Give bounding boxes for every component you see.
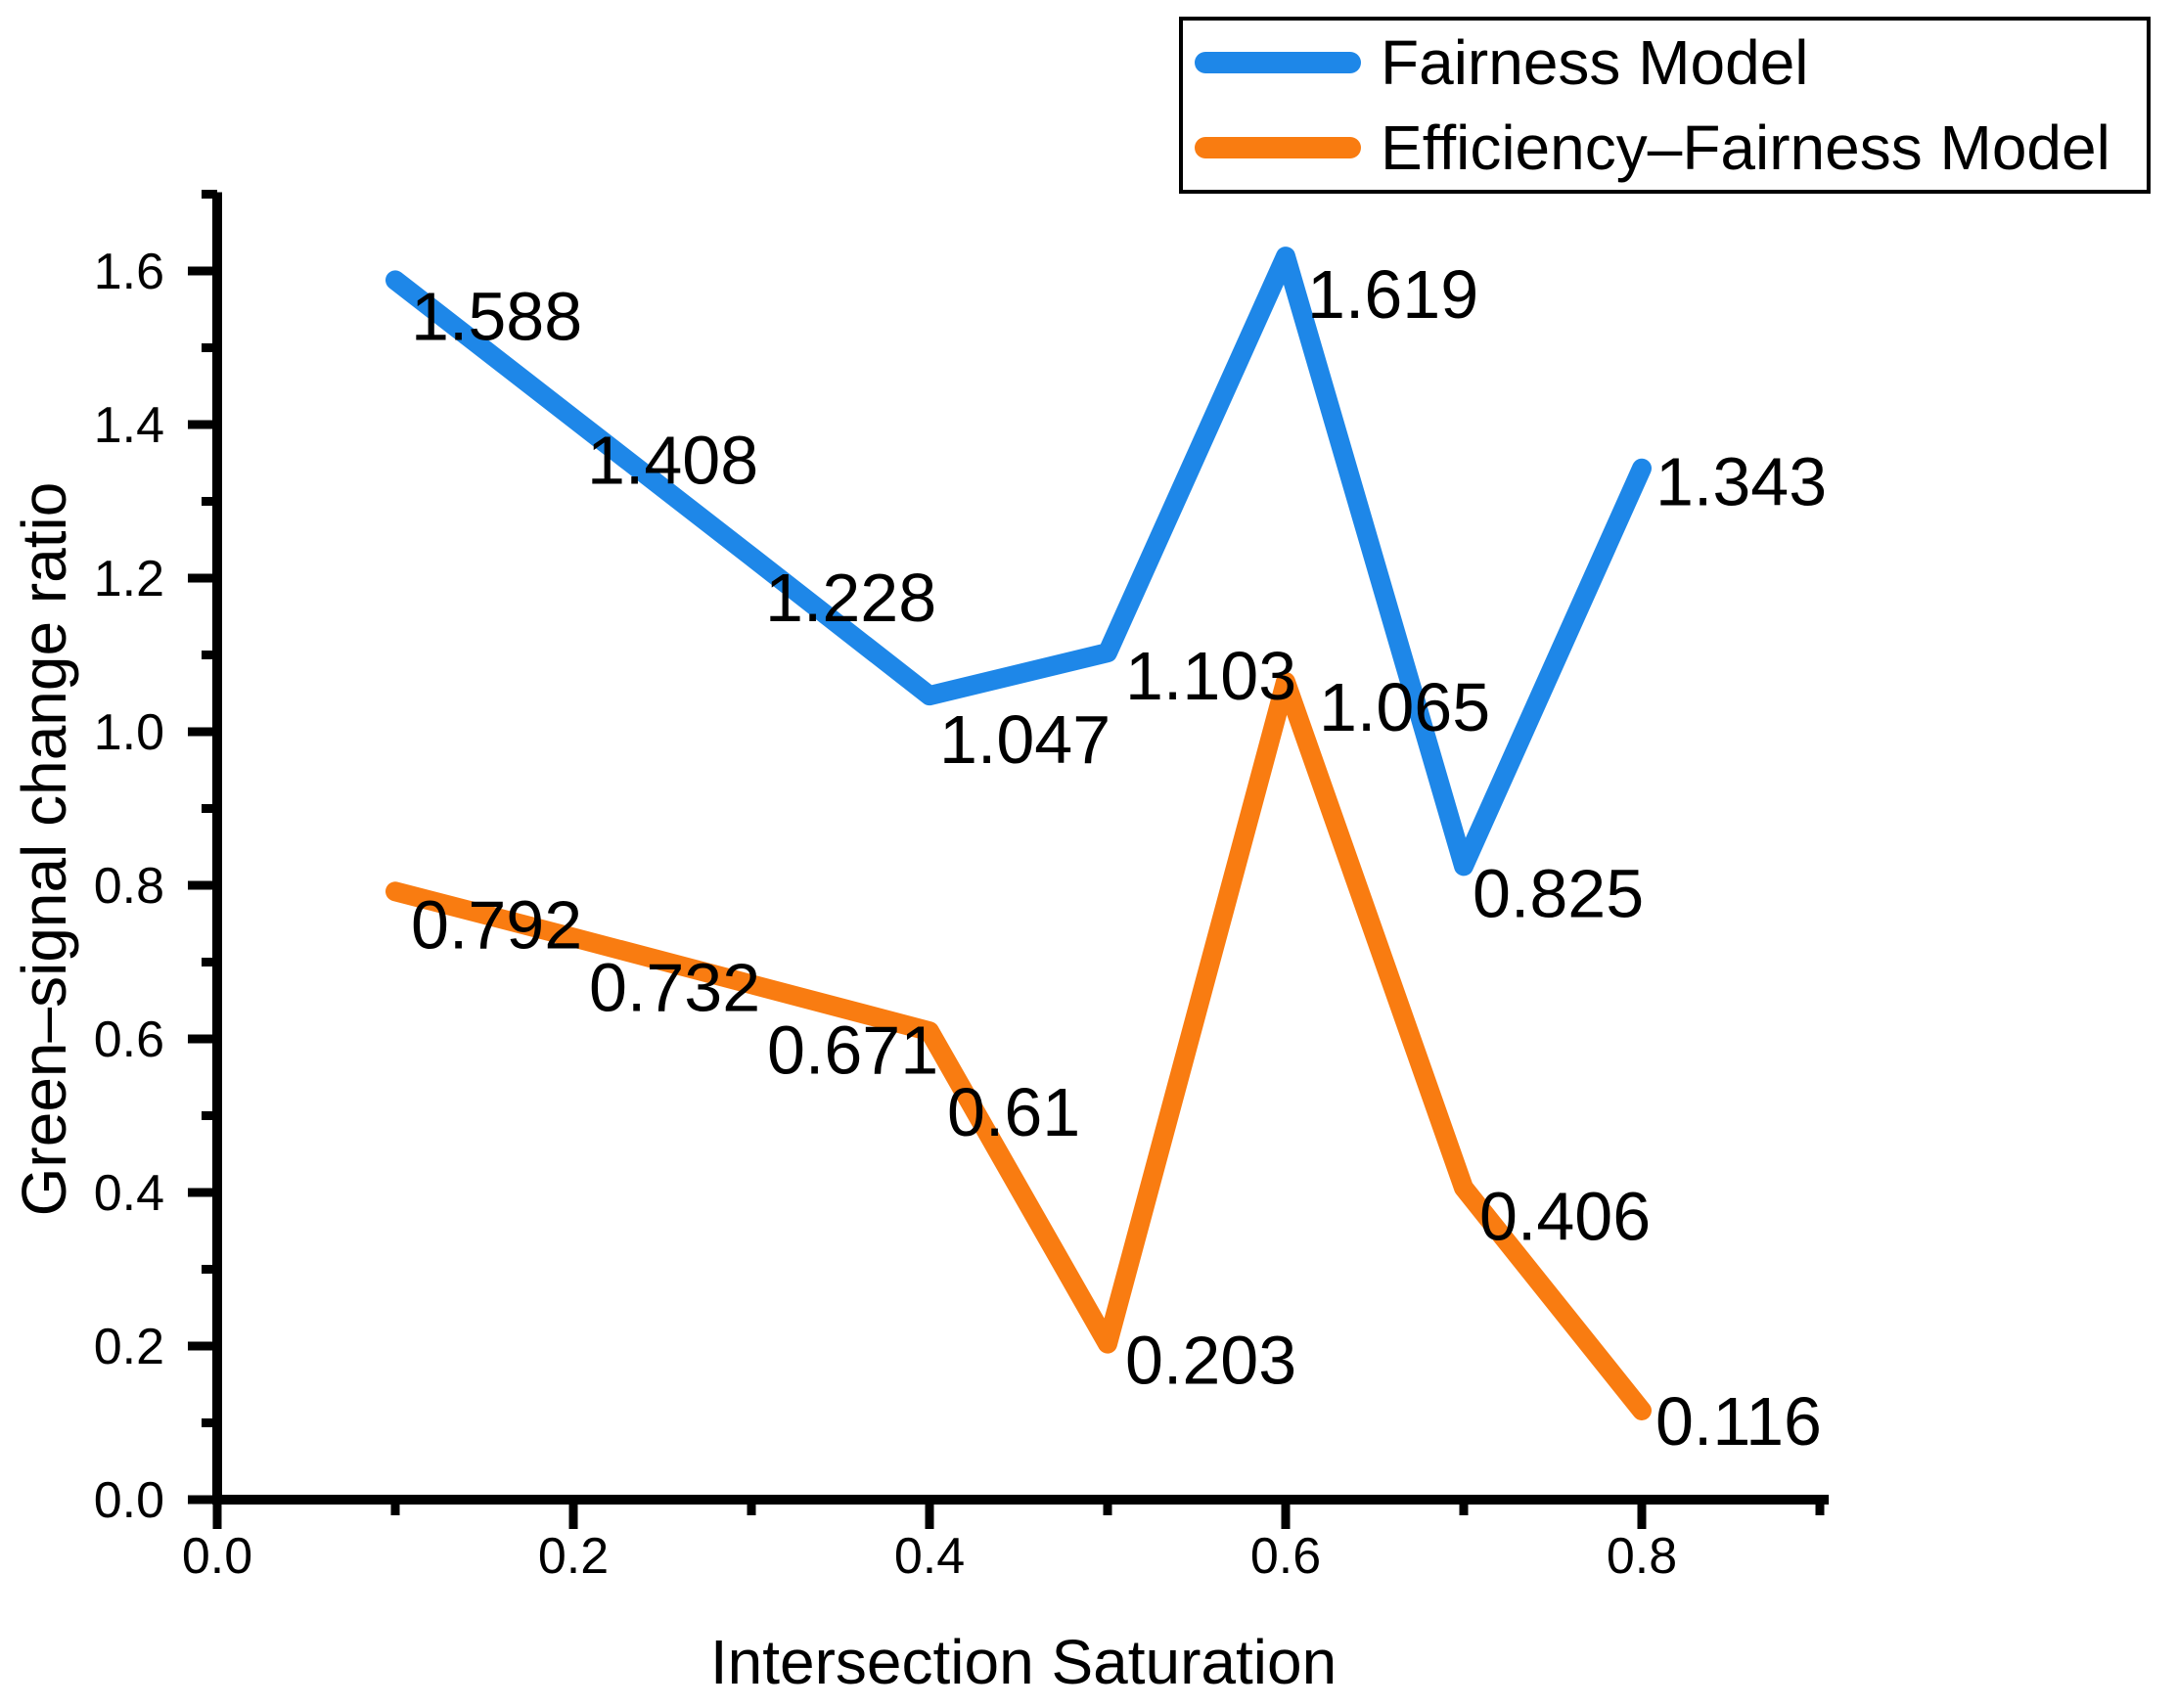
- y-axis-title: Green–signal change ratio: [9, 481, 79, 1217]
- legend-item-fairness: Fairness Model: [1183, 21, 2147, 105]
- legend-item-efficiency-fairness: Efficiency–Fairness Model: [1183, 106, 2147, 190]
- data-point-label: 1.228: [765, 560, 936, 636]
- y-tick-label: 1.2: [94, 551, 164, 607]
- x-axis-title: Intersection Saturation: [709, 1627, 1337, 1697]
- y-tick-label: 0.2: [94, 1319, 164, 1375]
- x-tick-label: 0.8: [1607, 1528, 1677, 1585]
- data-point-label: 1.408: [587, 423, 758, 499]
- y-tick-label: 0.4: [94, 1165, 164, 1222]
- data-point-label: 0.203: [1125, 1323, 1296, 1399]
- efficiency-fairness-line: [385, 671, 1652, 1420]
- data-point-label: 1.343: [1655, 444, 1827, 520]
- data-point-label: 1.065: [1319, 669, 1490, 745]
- data-point-label: 0.671: [767, 1011, 938, 1088]
- y-tick-label: 0.8: [94, 858, 164, 915]
- data-point-label: 0.61: [947, 1074, 1080, 1150]
- y-tick-label: 0.0: [94, 1472, 164, 1529]
- y-tick-label: 0.6: [94, 1011, 164, 1068]
- data-point-label: 0.732: [589, 949, 760, 1025]
- legend-label: Fairness Model: [1381, 27, 1809, 99]
- fairness-line-swatch-icon: [1195, 52, 1361, 74]
- legend: Fairness Model Efficiency–Fairness Model: [1179, 17, 2151, 194]
- data-point-label: 1.103: [1125, 638, 1296, 714]
- data-point-label: 1.588: [411, 278, 582, 354]
- y-tick-label: 1.6: [94, 244, 164, 300]
- data-point-label: 0.116: [1655, 1383, 1822, 1460]
- fairness-line: [385, 247, 1652, 876]
- x-tick-label: 0.2: [538, 1528, 609, 1585]
- data-point-label: 0.825: [1473, 855, 1644, 931]
- x-tick-label: 0.4: [894, 1528, 965, 1585]
- data-point-label: 1.047: [939, 701, 1111, 778]
- data-point-label: 0.792: [411, 886, 582, 963]
- legend-label: Efficiency–Fairness Model: [1381, 112, 2110, 183]
- x-tick-label: 0.0: [182, 1528, 252, 1585]
- efficiency-fairness-line-swatch-icon: [1195, 136, 1361, 158]
- x-tick-label: 0.6: [1250, 1528, 1321, 1585]
- data-point-label: 0.406: [1479, 1178, 1651, 1254]
- y-tick-label: 1.4: [94, 397, 164, 454]
- data-point-label: 1.619: [1307, 256, 1478, 333]
- y-tick-label: 1.0: [94, 704, 164, 761]
